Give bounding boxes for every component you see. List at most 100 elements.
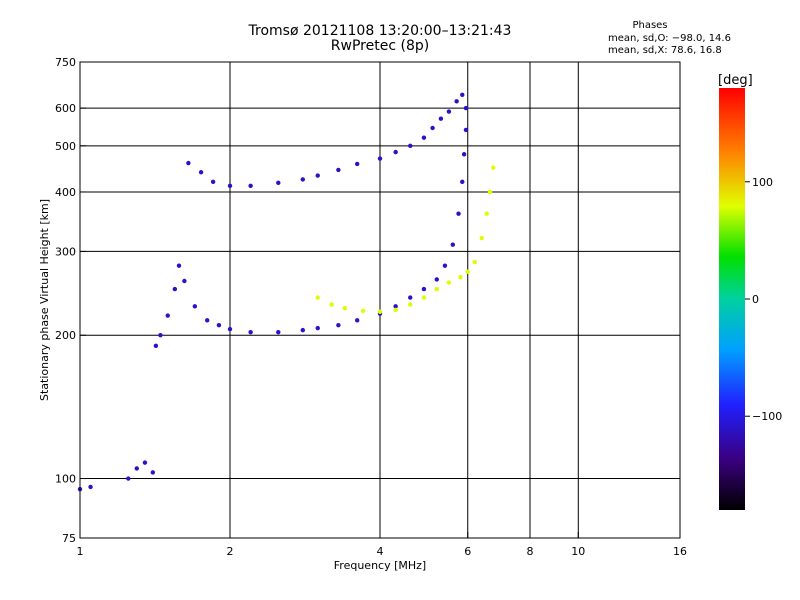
- data-point: [487, 189, 493, 195]
- data-point: [210, 179, 216, 185]
- phases-o-stats: mean, sd,O: −98.0, 14.6: [608, 33, 731, 44]
- y-axis-ticks: 75 100 200 300 400 500 600 750: [55, 56, 86, 545]
- data-point: [336, 167, 341, 173]
- data-point: [354, 318, 360, 323]
- data-point: [472, 259, 478, 265]
- x-tick-label: 4: [377, 545, 384, 558]
- y-tick-label: 300: [55, 245, 76, 258]
- data-point: [300, 177, 306, 182]
- data-point: [393, 149, 398, 155]
- data-point: [430, 125, 435, 131]
- data-point: [408, 302, 413, 307]
- y-axis-label: Stationary phase Virtual Height [km]: [38, 199, 51, 401]
- data-point: [421, 295, 427, 300]
- data-point: [315, 295, 320, 300]
- data-point: [192, 304, 198, 309]
- phases-title: Phases: [632, 20, 668, 31]
- x-axis-ticks: 1 2 4 6 8 10 16: [77, 532, 687, 558]
- data-point: [377, 156, 383, 161]
- grid-lines: [80, 62, 680, 538]
- data-point: [88, 484, 93, 490]
- data-point: [150, 470, 156, 475]
- data-point: [438, 116, 444, 121]
- data-point: [461, 152, 467, 157]
- y-tick-label: 75: [62, 532, 76, 545]
- data-point: [336, 322, 341, 328]
- phases-x-stats: mean, sd,X: 78.6, 16.8: [608, 45, 722, 56]
- x-tick-label: 6: [464, 545, 471, 558]
- data-points: [77, 92, 496, 492]
- data-point: [153, 343, 159, 349]
- y-tick-label: 200: [55, 329, 76, 342]
- data-point: [360, 308, 366, 314]
- x-tick-label: 8: [527, 545, 534, 558]
- data-point: [134, 466, 139, 471]
- data-point: [393, 304, 398, 309]
- data-point: [315, 173, 320, 178]
- data-point: [186, 160, 191, 166]
- data-point: [377, 309, 383, 315]
- y-tick-label: 600: [55, 102, 76, 115]
- colorbar: [719, 88, 745, 510]
- data-point: [204, 318, 210, 323]
- data-point: [456, 211, 461, 216]
- data-point: [329, 302, 334, 307]
- data-point: [276, 329, 281, 335]
- data-point: [408, 143, 413, 149]
- data-point: [354, 161, 360, 167]
- data-point: [465, 269, 470, 274]
- x-tick-label: 16: [673, 545, 687, 558]
- data-point: [315, 325, 320, 331]
- colorbar-tick-label: 100: [752, 176, 773, 189]
- data-point: [491, 165, 496, 170]
- data-point: [248, 183, 253, 189]
- data-point: [442, 263, 448, 268]
- data-point: [227, 183, 233, 189]
- data-point: [227, 326, 233, 332]
- data-point: [142, 460, 148, 465]
- x-tick-label: 10: [571, 545, 585, 558]
- data-point: [460, 179, 465, 185]
- data-point: [421, 135, 427, 140]
- data-point: [182, 278, 187, 284]
- x-tick-label: 2: [227, 545, 234, 558]
- colorbar-label: [deg]: [718, 73, 753, 88]
- data-point: [158, 333, 163, 338]
- data-point: [484, 211, 489, 216]
- colorbar-ticks: −100 0 100: [745, 176, 782, 423]
- x-axis-label: Frequency [MHz]: [334, 559, 426, 572]
- x-tick-label: 1: [77, 545, 84, 558]
- data-point: [479, 235, 484, 241]
- y-tick-label: 750: [55, 56, 76, 69]
- chart-title-line2: RwPretec (8p): [330, 38, 430, 54]
- data-point: [198, 170, 204, 175]
- data-point: [216, 322, 222, 328]
- data-point: [300, 327, 306, 333]
- data-point: [176, 263, 182, 268]
- data-point: [458, 274, 463, 280]
- data-point: [434, 277, 439, 282]
- data-point: [460, 92, 465, 97]
- data-point: [165, 313, 170, 318]
- y-tick-label: 500: [55, 140, 76, 153]
- chart-title-line1: Tromsø 20121108 13:20:00–13:21:43: [248, 23, 512, 39]
- data-point: [342, 305, 348, 311]
- data-point: [454, 99, 459, 104]
- data-point: [172, 286, 178, 292]
- data-point: [463, 127, 469, 133]
- data-point: [446, 109, 452, 114]
- chart-title: Tromsø 20121108 13:20:00–13:21:43 RwPret…: [230, 24, 530, 54]
- data-point: [421, 286, 427, 292]
- data-point: [450, 242, 456, 247]
- colorbar-tick-label: 0: [752, 293, 759, 306]
- data-point: [248, 329, 253, 335]
- y-tick-label: 400: [55, 186, 76, 199]
- data-point: [393, 307, 398, 313]
- data-point: [276, 180, 281, 186]
- data-point: [463, 105, 469, 111]
- data-point: [408, 295, 413, 300]
- colorbar-tick-label: −100: [752, 410, 782, 423]
- data-point: [126, 476, 131, 481]
- y-tick-label: 100: [55, 473, 76, 486]
